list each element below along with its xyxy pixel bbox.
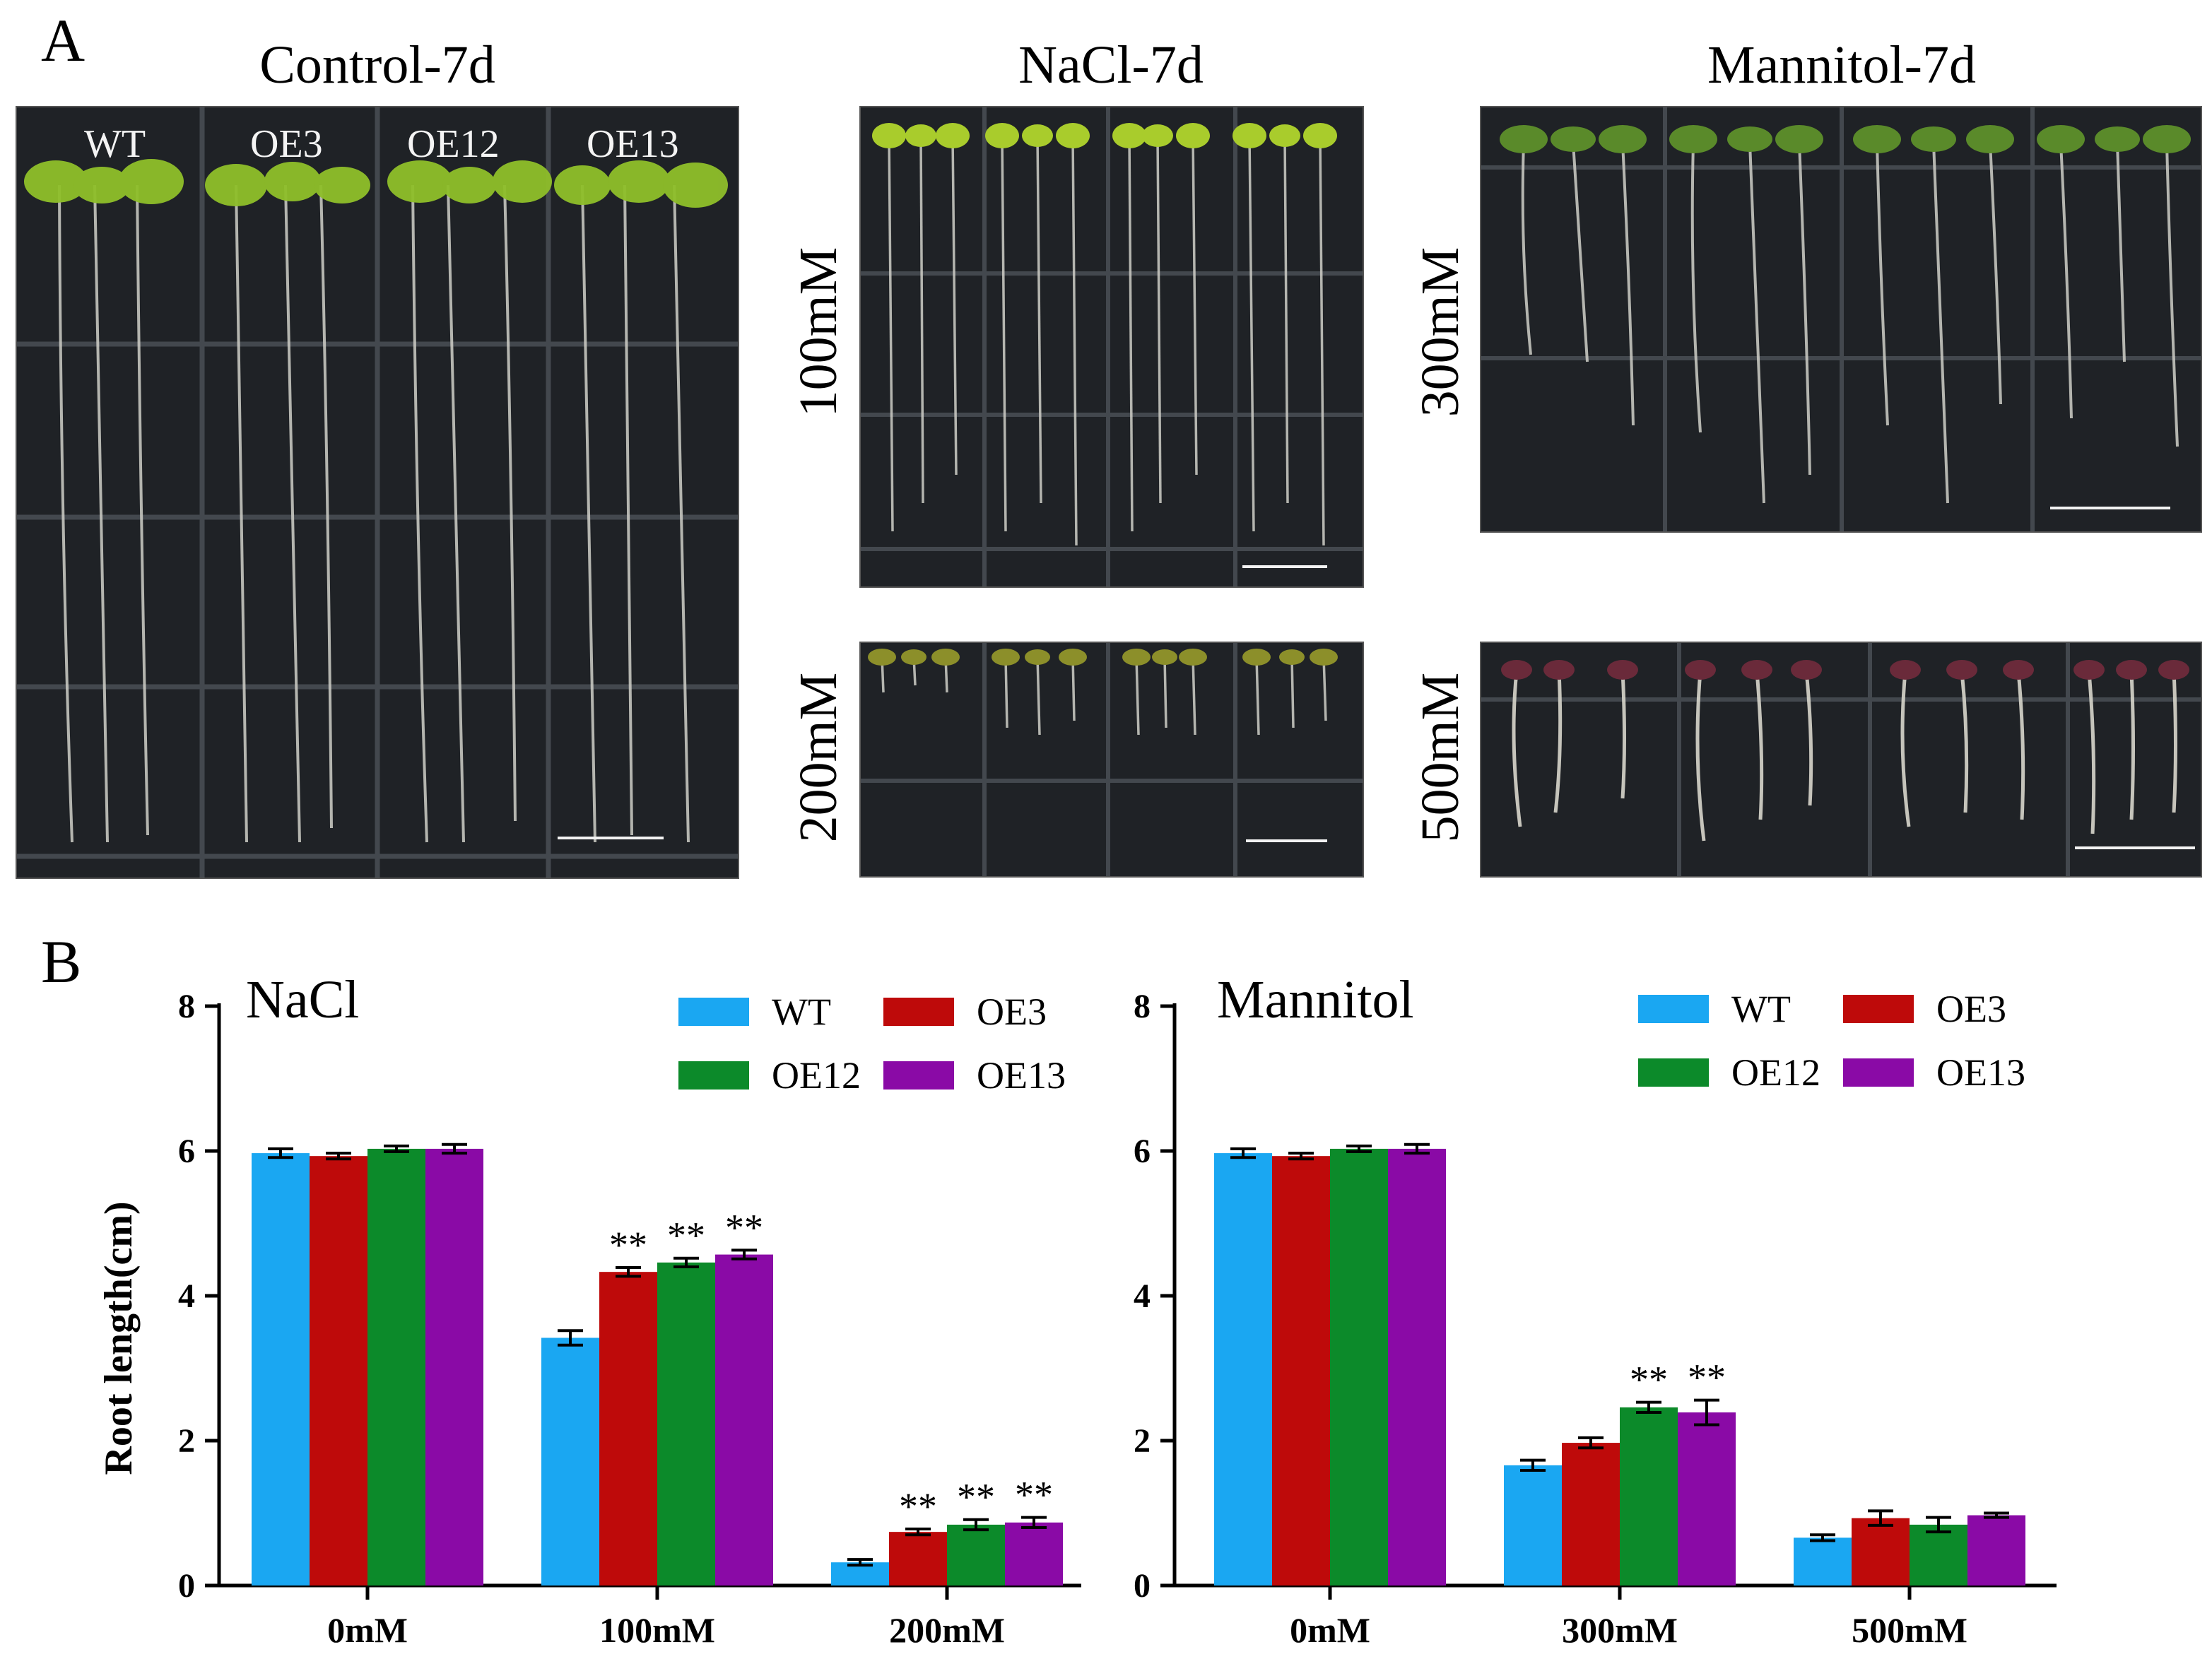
y-axis-label: Root length(cm) — [97, 1201, 141, 1475]
nacl-100mm-art — [861, 107, 1363, 586]
genotype-label: OE12 — [407, 122, 500, 166]
significance-mark: ** — [1630, 1359, 1668, 1401]
y-tick-label: 8 — [1134, 988, 1151, 1025]
bar-wt — [252, 1153, 310, 1586]
y-tick-label: 8 — [178, 988, 195, 1025]
genotype-label: OE13 — [587, 122, 679, 166]
bar-oe12 — [367, 1148, 425, 1586]
genotype-label: OE3 — [250, 122, 323, 166]
bar-oe3 — [889, 1532, 947, 1586]
nacl-200mm-photo — [859, 642, 1364, 878]
bar-oe12 — [1910, 1524, 1967, 1586]
x-tick-label: 0mM — [327, 1610, 408, 1650]
legend-swatch-oe12 — [1638, 1058, 1709, 1087]
legend-label: OE13 — [1936, 1051, 2025, 1094]
y-tick-label: 4 — [178, 1277, 195, 1315]
mannitol-300mm-photo — [1480, 106, 2202, 533]
chart-title: Mannitol — [1217, 970, 1414, 1029]
y-tick-label: 2 — [178, 1422, 195, 1460]
legend-swatch-oe13 — [883, 1061, 954, 1090]
legend-label: OE12 — [772, 1054, 861, 1097]
bar-oe12 — [947, 1524, 1005, 1586]
chart-title: NaCl — [246, 970, 359, 1029]
significance-mark: ** — [667, 1215, 705, 1257]
legend-swatch-wt — [678, 998, 749, 1026]
bar-wt — [541, 1338, 599, 1586]
panel-b-letter: B — [41, 928, 82, 996]
bar-wt — [1504, 1465, 1562, 1586]
control-photo-art — [17, 107, 738, 878]
significance-mark: ** — [957, 1476, 995, 1518]
legend-label: OE3 — [977, 991, 1047, 1033]
significance-mark: ** — [1015, 1474, 1053, 1516]
x-tick-label: 0mM — [1290, 1610, 1370, 1650]
mannitol-300mm-art — [1481, 107, 2201, 531]
bar-oe13 — [715, 1254, 773, 1586]
bar-oe12 — [1620, 1407, 1678, 1586]
bar-oe12 — [1330, 1148, 1388, 1586]
significance-mark: ** — [725, 1206, 763, 1248]
y-tick-label: 0 — [1134, 1567, 1151, 1605]
bar-wt — [1794, 1537, 1852, 1586]
bar-wt — [1214, 1153, 1272, 1586]
y-tick-label: 0 — [178, 1567, 195, 1605]
bar-oe13 — [1678, 1412, 1736, 1586]
bar-oe3 — [1272, 1156, 1330, 1586]
mannitol-title: Mannitol-7d — [1707, 35, 1976, 95]
control-title: Control-7d — [259, 35, 495, 95]
significance-mark: ** — [609, 1224, 647, 1266]
y-tick-label: 2 — [1134, 1422, 1151, 1460]
legend-label: WT — [772, 991, 831, 1033]
panel-a-letter: A — [41, 6, 86, 74]
legend-label: WT — [1731, 988, 1791, 1030]
significance-mark: ** — [899, 1485, 937, 1528]
legend-label: OE13 — [977, 1054, 1066, 1097]
legend-swatch-wt — [1638, 995, 1709, 1023]
bar-oe3 — [310, 1156, 367, 1586]
x-tick-label: 300mM — [1562, 1610, 1678, 1650]
bar-oe13 — [1967, 1515, 2025, 1586]
bar-oe12 — [657, 1262, 715, 1586]
y-tick-label: 6 — [178, 1133, 195, 1170]
bar-oe13 — [1388, 1148, 1446, 1586]
bar-oe3 — [1562, 1443, 1620, 1586]
x-tick-label: 100mM — [599, 1610, 715, 1650]
mannitol-500mm-photo — [1480, 642, 2202, 878]
control-seedling-photo: WT OE3 OE12 OE13 — [16, 106, 739, 879]
legend-swatch-oe13 — [1843, 1058, 1914, 1087]
legend-label: OE3 — [1936, 988, 2006, 1030]
legend-swatch-oe3 — [1843, 995, 1914, 1023]
bar-oe3 — [1852, 1518, 1910, 1586]
x-tick-label: 500mM — [1852, 1610, 1967, 1650]
legend-label: OE12 — [1731, 1051, 1820, 1094]
mannitol-500mm-art — [1481, 643, 2201, 876]
bar-oe13 — [425, 1148, 483, 1586]
nacl-title: NaCl-7d — [1018, 35, 1204, 95]
legend-swatch-oe12 — [678, 1061, 749, 1090]
bar-oe3 — [599, 1272, 657, 1586]
bar-oe13 — [1005, 1522, 1063, 1586]
significance-mark: ** — [1688, 1357, 1726, 1399]
nacl-100mm-photo — [859, 106, 1364, 588]
x-tick-label: 200mM — [889, 1610, 1005, 1650]
y-tick-label: 6 — [1134, 1133, 1151, 1170]
y-tick-label: 4 — [1134, 1277, 1151, 1315]
nacl-200mm-art — [861, 643, 1363, 876]
genotype-label: WT — [84, 122, 146, 166]
legend-swatch-oe3 — [883, 998, 954, 1026]
